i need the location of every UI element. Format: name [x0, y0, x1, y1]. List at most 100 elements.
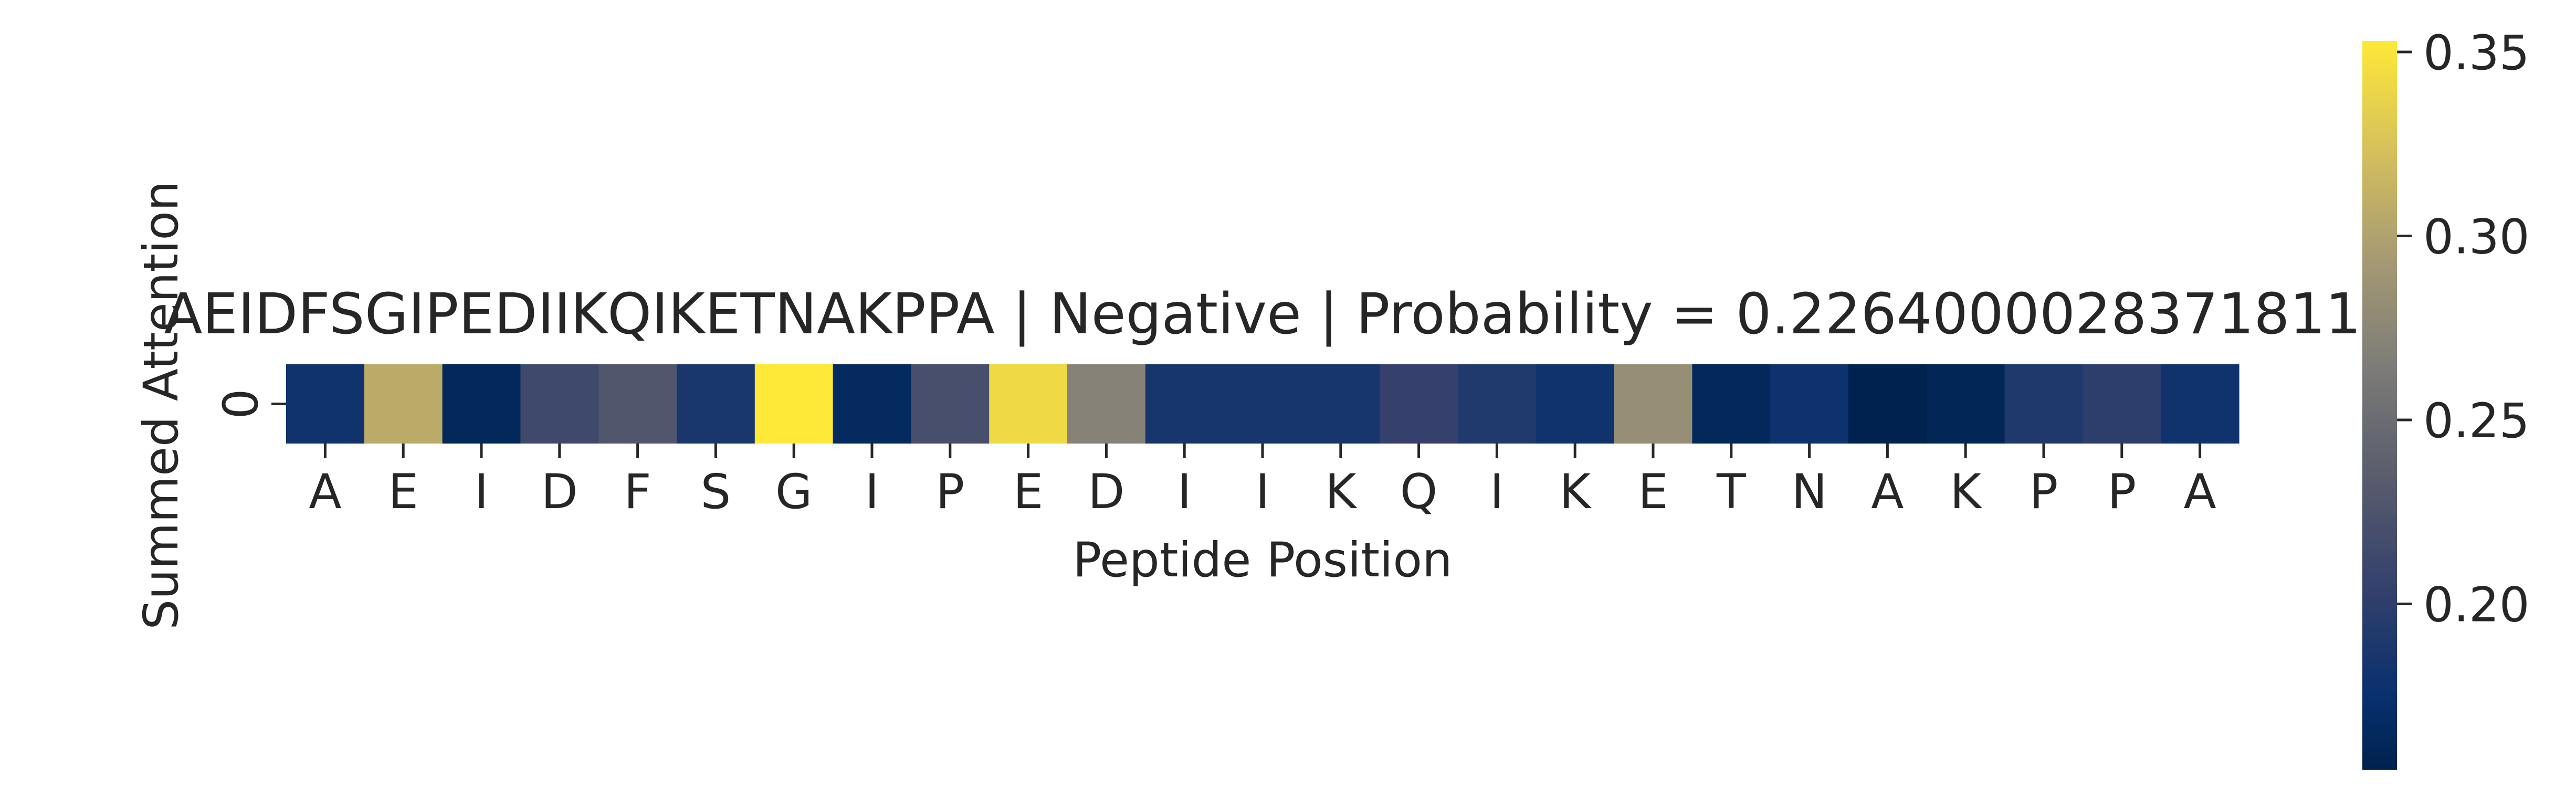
- x-tick-label: K: [1559, 465, 1592, 520]
- colorbar-segment: [2362, 469, 2397, 474]
- colorbar-segment: [2362, 232, 2397, 237]
- colorbar-segment: [2362, 564, 2397, 570]
- colorbar-segment: [2362, 537, 2397, 543]
- heatmap-cell: [911, 364, 990, 444]
- x-tick-label: N: [1792, 465, 1827, 520]
- x-tick-label: S: [701, 465, 731, 520]
- heatmap-cell: [1770, 364, 1849, 444]
- colorbar-segment: [2362, 605, 2397, 611]
- colorbar-segment: [2362, 396, 2397, 402]
- colorbar-segment: [2362, 319, 2397, 324]
- colorbar-segment: [2362, 273, 2397, 278]
- colorbar-segment: [2362, 382, 2397, 388]
- colorbar-segment: [2362, 255, 2397, 260]
- heatmap-cell: [1692, 364, 1771, 444]
- colorbar-segment: [2362, 592, 2397, 597]
- colorbar-segment: [2362, 309, 2397, 315]
- heatmap-cell: [286, 364, 365, 444]
- colorbar-segment: [2362, 113, 2397, 119]
- colorbar-segment: [2362, 104, 2397, 110]
- colorbar-segment: [2362, 209, 2397, 215]
- colorbar-segment: [2362, 259, 2397, 265]
- x-axis-label: Peptide Position: [1073, 533, 1452, 588]
- heatmap-cell: [1536, 364, 1615, 444]
- colorbar-segment: [2362, 195, 2397, 201]
- colorbar-segment: [2362, 237, 2397, 242]
- colorbar-segment: [2362, 132, 2397, 137]
- colorbar-segment: [2362, 546, 2397, 552]
- heatmap-cell: [754, 364, 834, 444]
- colorbar-segment: [2362, 68, 2397, 73]
- colorbar-segment: [2362, 619, 2397, 625]
- colorbar-segment: [2362, 268, 2397, 274]
- colorbar-segment: [2362, 628, 2397, 634]
- colorbar-segment: [2362, 350, 2397, 356]
- colorbar-segment: [2362, 154, 2397, 160]
- colorbar-segment: [2362, 697, 2397, 702]
- colorbar-segment: [2362, 86, 2397, 92]
- colorbar-segment: [2362, 419, 2397, 424]
- chart-title: AEIDFSGIPEDIIKQIKETNAKPPA | Negative | P…: [164, 282, 2361, 347]
- colorbar-segment: [2362, 637, 2397, 642]
- x-tick-label: K: [1950, 465, 1982, 520]
- colorbar-segment: [2362, 59, 2397, 65]
- colorbar-tick-label: 0.35: [2423, 26, 2530, 81]
- colorbar-segment: [2362, 250, 2397, 256]
- colorbar-segment: [2362, 656, 2397, 661]
- heatmap-cell: [1145, 364, 1224, 444]
- colorbar-segment: [2362, 569, 2397, 574]
- colorbar-segment: [2362, 510, 2397, 515]
- colorbar-segment: [2362, 478, 2397, 483]
- colorbar-segment: [2362, 683, 2397, 688]
- colorbar-segment: [2362, 687, 2397, 693]
- colorbar-segment: [2362, 186, 2397, 192]
- colorbar-segment: [2362, 737, 2397, 743]
- colorbar-segment: [2362, 368, 2397, 374]
- heatmap-cell: [598, 364, 677, 444]
- colorbar-segment: [2362, 642, 2397, 647]
- colorbar-segment: [2362, 287, 2397, 292]
- colorbar-segment: [2362, 218, 2397, 224]
- colorbar-segment: [2362, 660, 2397, 666]
- colorbar-segment: [2362, 77, 2397, 82]
- colorbar-segment: [2362, 377, 2397, 383]
- colorbar-segment: [2362, 136, 2397, 142]
- colorbar-segment: [2362, 491, 2397, 497]
- colorbar-segment: [2362, 437, 2397, 442]
- colorbar-segment: [2362, 291, 2397, 297]
- colorbar-segment: [2362, 145, 2397, 151]
- colorbar-segment: [2362, 528, 2397, 533]
- colorbar-segment: [2362, 710, 2397, 715]
- colorbar-segment: [2362, 601, 2397, 606]
- colorbar-segment: [2362, 109, 2397, 114]
- heatmap-cells: [286, 364, 2239, 444]
- colorbar-segment: [2362, 141, 2397, 146]
- colorbar-segment: [2362, 72, 2397, 78]
- heatmap-cell: [520, 364, 599, 444]
- colorbar-segment: [2362, 41, 2397, 46]
- x-tick-label: P: [935, 465, 964, 520]
- colorbar-segment: [2362, 765, 2397, 770]
- colorbar-segment: [2362, 364, 2397, 370]
- colorbar-tick-label: 0.25: [2423, 394, 2530, 449]
- colorbar-segment: [2362, 587, 2397, 593]
- colorbar-segment: [2362, 341, 2397, 347]
- colorbar-segment: [2362, 159, 2397, 165]
- colorbar-segment: [2362, 96, 2397, 101]
- colorbar-segment: [2362, 82, 2397, 87]
- heatmap-cell: [1067, 364, 1146, 444]
- colorbar-segment: [2362, 678, 2397, 683]
- colorbar-segment: [2362, 305, 2397, 310]
- heatmap-cell: [1848, 364, 1927, 444]
- colorbar-segment: [2362, 542, 2397, 547]
- x-tick-label: D: [1088, 465, 1124, 520]
- x-tick-label: T: [1716, 465, 1746, 520]
- colorbar-segment: [2362, 610, 2397, 615]
- colorbar-segment: [2362, 123, 2397, 128]
- colorbar-segment: [2362, 692, 2397, 698]
- heatmap-cell: [989, 364, 1068, 444]
- colorbar-segment: [2362, 264, 2397, 269]
- colorbar-segment: [2362, 414, 2397, 419]
- colorbar-segment: [2362, 278, 2397, 283]
- colorbar-segment: [2362, 246, 2397, 251]
